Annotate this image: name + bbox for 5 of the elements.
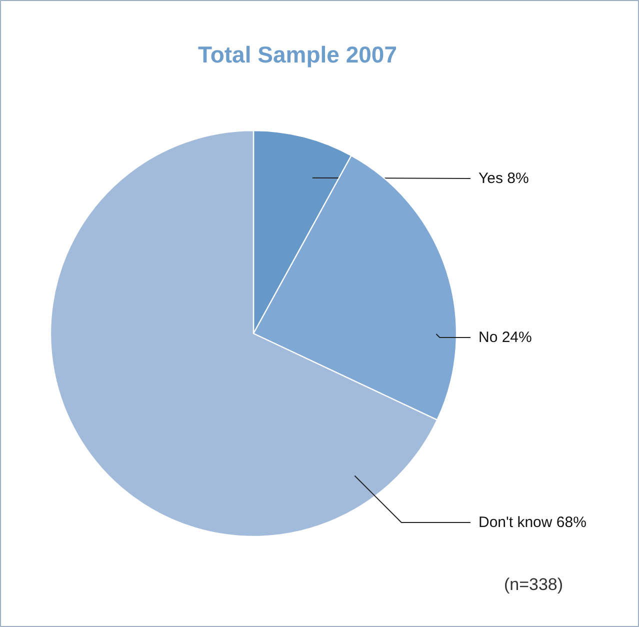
slice-label: No 24% <box>478 329 532 346</box>
chart-title: Total Sample 2007 <box>198 42 398 68</box>
slice-label: Yes 8% <box>478 170 529 187</box>
text: (n=338) <box>504 575 564 594</box>
slice-label: Don't know 68% <box>478 514 586 531</box>
